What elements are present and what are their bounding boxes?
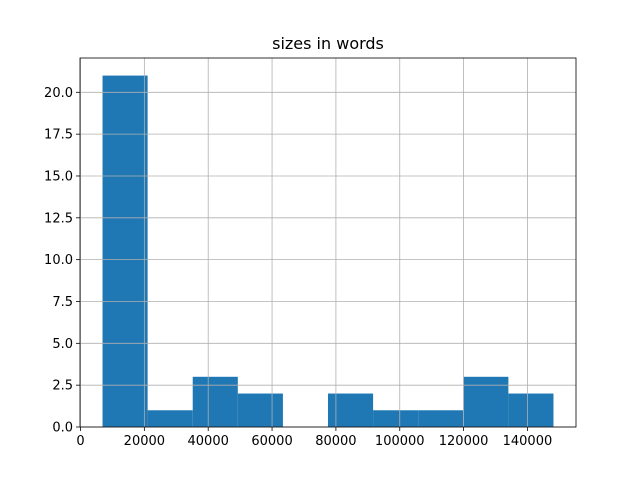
x-tick-label: 20000 [124,434,165,449]
y-tick-label: 10.0 [44,253,73,268]
y-tick-label: 7.5 [52,295,73,310]
bar [508,393,554,427]
plot-frame [79,57,577,428]
bar [237,393,283,427]
bar [463,376,509,427]
y-tick-label: 0.0 [52,421,73,436]
y-tick-label: 17.5 [44,128,73,143]
x-tick-label: 120000 [439,434,489,449]
x-tick-label: 0 [76,434,84,449]
y-tick-label: 20.0 [44,86,73,101]
bar [328,393,374,427]
x-tick-label: 80000 [315,434,356,449]
x-tick-label: 100000 [375,434,425,449]
y-tick-label: 5.0 [52,337,73,352]
bar [192,376,238,427]
bar [102,75,148,428]
x-tick-label: 60000 [251,434,292,449]
x-tick-label: 40000 [188,434,229,449]
y-tick-label: 12.5 [44,211,73,226]
bar [147,410,193,427]
y-tick-label: 15.0 [44,169,73,184]
chart-title: sizes in words [272,34,384,53]
y-tick-label: 2.5 [52,379,73,394]
bar [373,410,419,427]
x-tick-label: 140000 [503,434,553,449]
bar [418,410,464,427]
